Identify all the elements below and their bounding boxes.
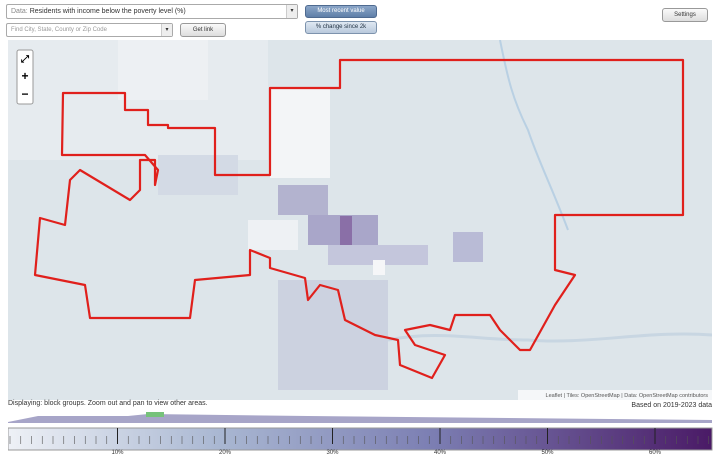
scale-label: 20%	[219, 450, 232, 456]
zoom-panel	[16, 49, 34, 105]
most-recent-button[interactable]: Most recent value	[305, 5, 377, 18]
search-box[interactable]: Find City, State, County or Zip Code ▾	[6, 23, 173, 37]
attribution: Leaflet | Tiles: OpenStreetMap | Data: O…	[546, 393, 709, 399]
dropdown-arrow: ▾	[286, 5, 297, 18]
get-link-button[interactable]: Get link	[180, 23, 226, 37]
histogram	[8, 414, 712, 423]
region	[270, 88, 330, 178]
zoom-out[interactable]: −	[21, 87, 28, 101]
region	[278, 185, 328, 215]
data-label: Data:	[11, 8, 28, 15]
region	[340, 216, 352, 246]
scale-label: 40%	[434, 450, 447, 456]
data-select[interactable]: Data: Residents with income below the po…	[6, 4, 298, 19]
data-select-value: Residents with income below the poverty …	[29, 8, 186, 15]
map[interactable]: ⤢ + − Leaflet | Tiles: OpenStreetMap | D…	[8, 40, 712, 400]
region	[373, 260, 385, 275]
search-placeholder: Find City, State, County or Zip Code	[11, 27, 107, 33]
histogram-highlight	[146, 412, 164, 417]
legend-ticks: 10% 20% 30% 40% 50% 60%	[9, 428, 710, 456]
region	[278, 280, 388, 390]
region	[453, 232, 483, 262]
river	[499, 40, 569, 231]
change-since-button[interactable]: % change since 2k	[305, 21, 377, 34]
road	[387, 332, 712, 343]
legend: 10% 20% 30% 40% 50% 60%	[8, 412, 713, 456]
displaying-note: Displaying: block groups. Zoom out and p…	[8, 400, 208, 407]
scale-label: 60%	[649, 450, 662, 456]
scale-label: 10%	[111, 450, 124, 456]
boundary	[33, 58, 685, 380]
dropdown-arrow: ▾	[161, 24, 172, 36]
region	[248, 220, 298, 250]
region	[118, 40, 208, 100]
zoom-in[interactable]: +	[21, 69, 28, 83]
zoom-controls: ⤢ + −	[16, 49, 34, 105]
based-on-note: Based on 2019-2023 data	[631, 402, 712, 409]
fullscreen-icon[interactable]: ⤢	[21, 54, 29, 65]
scale-label: 50%	[541, 450, 554, 456]
settings-button[interactable]: Settings	[662, 8, 708, 22]
attribution-bg	[518, 390, 712, 400]
region	[328, 245, 428, 265]
scale-label: 30%	[326, 450, 339, 456]
color-scale	[8, 427, 713, 451]
